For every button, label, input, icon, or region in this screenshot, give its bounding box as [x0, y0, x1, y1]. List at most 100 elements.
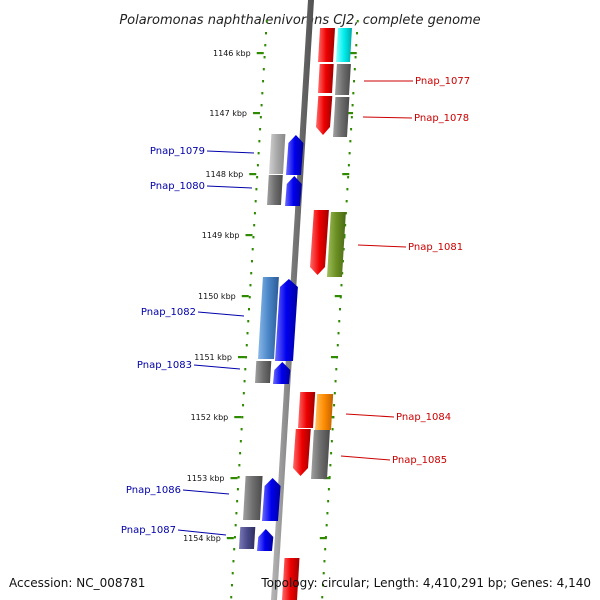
ruler-dot — [335, 368, 338, 371]
ruler-tick — [349, 52, 357, 55]
ruler-dot — [255, 188, 258, 191]
gene-label-left[interactable]: Pnap_1087 — [121, 525, 176, 536]
leader-line — [193, 364, 241, 370]
ruler-dot — [232, 560, 235, 563]
leader-line — [340, 455, 391, 461]
pnap-1077-left-gene[interactable] — [318, 64, 334, 93]
ruler-tick — [234, 416, 242, 419]
ruler-dot — [244, 368, 247, 371]
gene-label-right[interactable]: Pnap_1077 — [415, 76, 470, 87]
ruler-dot — [354, 56, 357, 59]
pnap-1082-blue-gene[interactable] — [275, 279, 298, 361]
ruler-dot — [264, 44, 267, 47]
ruler-dot — [355, 44, 358, 47]
pnap-1076-gene[interactable] — [318, 28, 335, 62]
pnap-1078-gene[interactable] — [333, 97, 350, 137]
pnap-1084-gene[interactable] — [315, 394, 334, 430]
ruler-tick — [346, 112, 354, 115]
ruler-dot — [336, 344, 339, 347]
pnap-1080-blue-gene[interactable] — [285, 176, 302, 206]
ruler-dot — [230, 596, 233, 599]
ruler-label: 1153 kbp — [187, 474, 225, 483]
pnap-1079-gene[interactable] — [269, 134, 286, 174]
ruler-dot — [259, 116, 262, 119]
ruler-dot — [356, 20, 359, 23]
ruler-tick — [253, 112, 261, 115]
ruler-dot — [258, 140, 261, 143]
gene-labels-right: Pnap_1077 Pnap_1078 Pnap_1081 Pnap_1084 … — [392, 76, 470, 466]
leader-line — [206, 150, 255, 154]
leader-line — [197, 311, 245, 317]
pnap-1085-red-gene[interactable] — [293, 429, 311, 476]
ruler-dot — [325, 524, 328, 527]
gene-label-left[interactable]: Pnap_1086 — [126, 485, 181, 496]
gene-label-right[interactable]: Pnap_1085 — [392, 455, 447, 466]
pnap-1081-gene[interactable] — [327, 212, 346, 277]
pnap-1082-gene[interactable] — [258, 277, 279, 359]
ruler-tick — [256, 52, 264, 55]
pnap-1085-gene[interactable] — [311, 430, 330, 479]
ruler-dot — [342, 248, 345, 251]
ruler-dot — [251, 248, 254, 251]
ruler-dot — [256, 164, 259, 167]
ruler-dot — [356, 32, 359, 35]
gene-label-left[interactable]: Pnap_1079 — [150, 146, 205, 157]
pnap-1081-red-gene[interactable] — [310, 210, 329, 275]
ruler-dot — [350, 116, 353, 119]
pnap-1084-red-gene[interactable] — [298, 392, 316, 428]
ruler-dot — [263, 56, 266, 59]
ruler-dot — [265, 32, 268, 35]
ruler-dot — [345, 200, 348, 203]
ruler-dot — [321, 584, 324, 587]
pnap-1087-gene[interactable] — [239, 527, 256, 549]
ruler-dot — [253, 224, 256, 227]
gene-label-left[interactable]: Pnap_1080 — [150, 181, 205, 192]
pnap-1086-gene[interactable] — [243, 476, 263, 520]
ruler-dot — [329, 464, 332, 467]
gene-label-left[interactable]: Pnap_1082 — [141, 307, 196, 318]
pnap-1077-gene[interactable] — [335, 64, 351, 95]
pnap-1078-left-gene[interactable] — [316, 96, 333, 135]
leader-line — [177, 529, 227, 536]
ruler-dot — [333, 392, 336, 395]
gene-label-left[interactable]: Pnap_1083 — [137, 360, 192, 371]
leader-line — [357, 244, 407, 248]
ruler-labels: 1146 kbp 1147 kbp 1148 kbp 1149 kbp 1150… — [183, 49, 251, 543]
ruler-dot — [239, 440, 242, 443]
pnap-1083-blue-gene[interactable] — [273, 362, 291, 384]
pnap-1083-gene[interactable] — [255, 361, 272, 383]
ruler-dot — [323, 560, 326, 563]
ruler-dot — [240, 428, 243, 431]
gene-label-right[interactable]: Pnap_1078 — [414, 113, 469, 124]
ruler-dot — [260, 104, 263, 107]
pnap-1079-blue-gene[interactable] — [286, 135, 304, 175]
ruler-label: 1149 kbp — [202, 231, 240, 240]
ruler-dot — [233, 536, 236, 539]
ruler-dot — [245, 356, 248, 359]
pnap-1080-gene[interactable] — [267, 175, 283, 205]
pnap-1087-blue-gene[interactable] — [257, 529, 274, 551]
gene-label-right[interactable]: Pnap_1081 — [408, 242, 463, 253]
ruler-dot — [351, 104, 354, 107]
ruler-tick — [226, 537, 234, 540]
ruler-dot — [247, 308, 250, 311]
ruler-dot — [247, 320, 250, 323]
ruler-dot — [338, 308, 341, 311]
ruler-dot — [348, 152, 351, 155]
ruler-dot — [256, 176, 259, 179]
ruler-dot — [338, 320, 341, 323]
ruler-dot — [337, 332, 340, 335]
gene-block[interactable] — [336, 28, 352, 62]
ruler-dot — [322, 572, 325, 575]
ruler-dot — [242, 392, 245, 395]
gene-label-right[interactable]: Pnap_1084 — [396, 412, 451, 423]
ruler-dot — [353, 68, 356, 71]
ruler-dot — [341, 260, 344, 263]
ruler-dot — [248, 296, 251, 299]
ruler-dot — [242, 404, 245, 407]
ruler-dot — [327, 488, 330, 491]
ruler-label: 1147 kbp — [209, 109, 247, 118]
gene-block[interactable] — [282, 558, 300, 600]
pnap-1086-blue-gene[interactable] — [262, 478, 281, 521]
